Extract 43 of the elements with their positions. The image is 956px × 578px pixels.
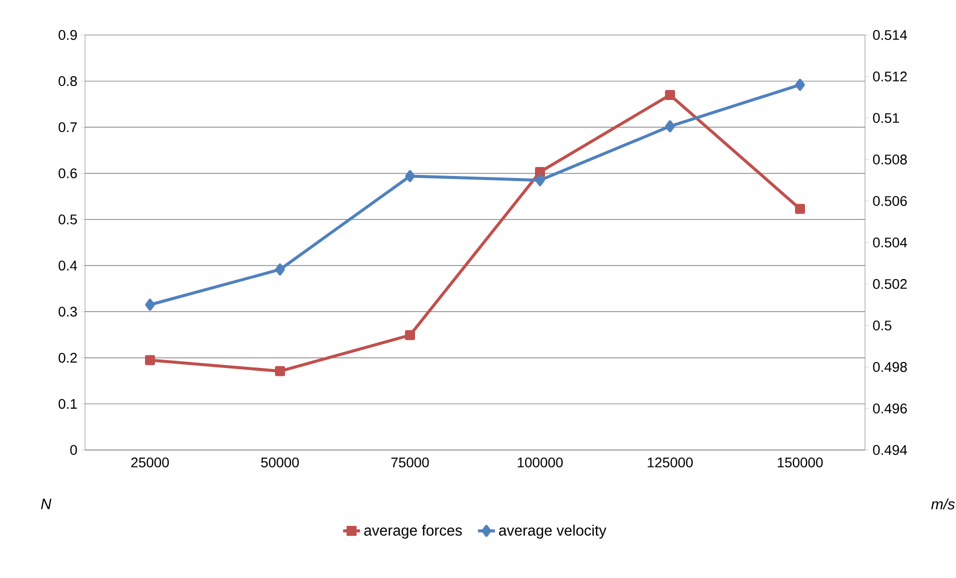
y2-tick-label: 0.498: [873, 362, 907, 372]
y-tick-label: 0.2: [58, 352, 77, 363]
y2-tick-label: 0.51: [873, 113, 899, 123]
legend-label: average forces: [364, 524, 462, 539]
point: [145, 298, 155, 311]
y2-tick-label: 0.512: [873, 72, 907, 82]
y-tick-label: 0.7: [58, 122, 77, 132]
y-tick-label: 0.5: [58, 214, 77, 224]
y-tick-label: 0.9: [58, 30, 77, 40]
y-axis-title: N: [41, 498, 52, 510]
y2-tick-label: 0.494: [873, 445, 908, 455]
y-tick-label: 0: [70, 445, 77, 455]
y2-tick-label: 0.508: [873, 154, 907, 164]
y2-tick-label: 0.502: [873, 279, 907, 289]
point: [665, 90, 676, 100]
y2-tick-label: 0.504: [873, 238, 908, 248]
legend-label: average velocity: [499, 524, 606, 539]
y2-tick-label: 0.5: [873, 320, 892, 330]
x-tick-label: 25000: [131, 458, 169, 468]
y-tick-label: 0.1: [58, 398, 77, 409]
x-tick-label: 150000: [778, 458, 823, 468]
y2-tick-label: 0.496: [873, 404, 907, 414]
y-tick-label: 0.4: [58, 260, 78, 270]
point: [405, 170, 415, 182]
point: [275, 263, 285, 276]
point: [145, 355, 155, 366]
point: [275, 366, 286, 376]
point: [535, 166, 546, 177]
y2-axis-title: m/s: [931, 498, 955, 510]
x-tick-label: 100000: [518, 458, 563, 468]
y-tick-label: 0.3: [58, 306, 77, 317]
point: [535, 174, 545, 186]
point: [795, 204, 806, 214]
point: [405, 330, 416, 340]
point: [665, 120, 675, 132]
x-tick-label: 125000: [648, 458, 693, 468]
x-tick-label: 50000: [261, 458, 299, 468]
y2-tick-label: 0.514: [873, 30, 908, 40]
y-tick-label: 0.8: [58, 76, 77, 86]
x-tick-label: 75000: [391, 458, 429, 468]
y-tick-label: 0.6: [58, 168, 77, 178]
point: [795, 78, 805, 91]
y2-tick-label: 0.506: [873, 196, 907, 206]
